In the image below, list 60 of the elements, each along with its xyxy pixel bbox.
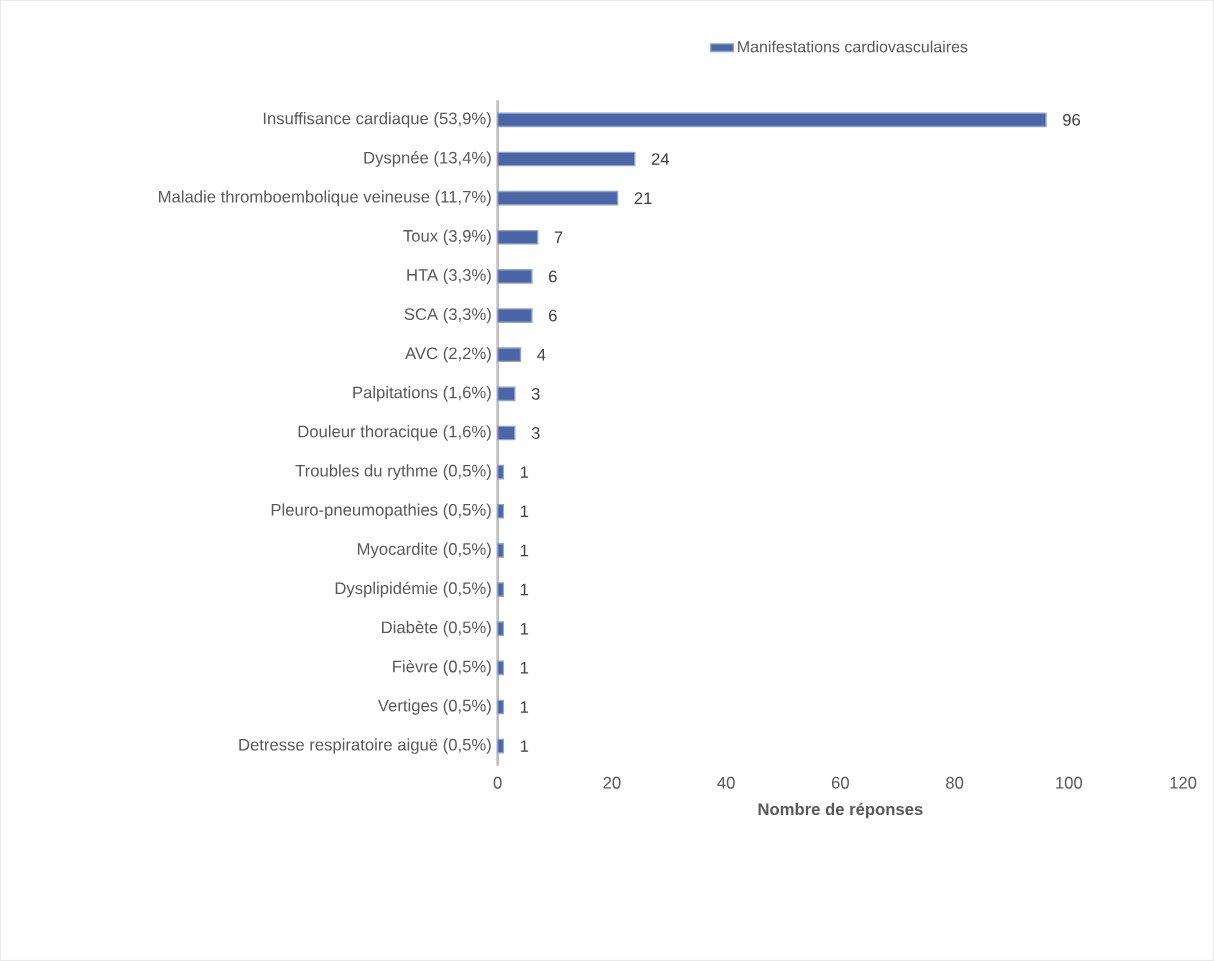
data-label: 96 <box>1063 114 1081 126</box>
y-tick-label: Palpitations (1,6%) <box>353 386 491 402</box>
x-tick-label: 20 <box>603 777 621 789</box>
bar <box>496 269 533 284</box>
data-label: 1 <box>520 544 529 557</box>
data-label: 6 <box>549 270 557 283</box>
x-axis-title: Nombre de réponses <box>758 802 923 819</box>
bar <box>496 347 522 363</box>
data-label: 1 <box>520 584 529 596</box>
y-tick-label: Dysplipidémie (0,5%) <box>335 581 491 598</box>
data-label: 24 <box>651 153 670 165</box>
x-tick-label: 60 <box>831 777 849 789</box>
x-tick-label: 100 <box>1056 777 1083 789</box>
bar <box>496 308 533 324</box>
y-tick-label: Troubles du rythme (0,5%) <box>295 464 491 481</box>
bar <box>496 112 1047 128</box>
y-tick-label: Insuffisance cardiaque (53,9%) <box>263 112 491 128</box>
data-label: 7 <box>554 231 563 244</box>
y-tick-label: Myocardite (0,5%) <box>357 542 491 559</box>
y-tick-label: Toux (3,9%) <box>403 229 491 246</box>
y-tick-label: Fièvre (0,5%) <box>393 660 491 676</box>
data-label: 1 <box>520 466 529 479</box>
y-tick-label: Dyspnée (13,4%) <box>364 151 491 168</box>
data-label: 21 <box>634 192 652 205</box>
data-label: 1 <box>520 505 529 518</box>
data-label: 1 <box>520 662 529 674</box>
x-tick-label: 0 <box>493 777 502 789</box>
bar <box>496 464 505 480</box>
data-label: 1 <box>520 623 529 635</box>
bar <box>496 660 505 676</box>
x-tick-label: 120 <box>1170 777 1197 789</box>
y-tick-label: Detresse respiratoire aiguë (0,5%) <box>239 738 491 755</box>
x-tick-label: 80 <box>946 777 964 789</box>
bar <box>496 543 505 558</box>
bar <box>496 738 505 754</box>
data-label: 3 <box>531 388 540 400</box>
bar <box>496 582 505 598</box>
y-tick-label: AVC (2,2%) <box>405 347 491 363</box>
y-tick-label: HTA (3,3%) <box>407 268 491 285</box>
legend-label: Manifestations cardiovasculaires <box>738 40 968 53</box>
y-tick-label: Pleuro-pneumopathies (0,5%) <box>271 503 491 520</box>
y-tick-label: Diabète (0,5%) <box>382 621 491 637</box>
bar <box>496 190 619 206</box>
data-label: 1 <box>520 701 529 713</box>
y-tick-label: Vertiges (0,5%) <box>377 699 491 715</box>
data-label: 4 <box>537 349 546 361</box>
bar <box>496 699 505 715</box>
y-tick-label: SCA (3,3%) <box>404 307 491 324</box>
data-label: 6 <box>549 309 557 322</box>
x-tick-label: 40 <box>717 777 735 789</box>
bar <box>496 425 516 441</box>
y-tick-label: Maladie thromboembolique veineuse (11,7%) <box>159 190 491 207</box>
data-label: 1 <box>520 740 529 753</box>
y-tick-label: Douleur thoracique (1,6%) <box>298 425 491 441</box>
bar <box>496 230 539 245</box>
bar <box>496 621 505 637</box>
bar <box>496 504 505 519</box>
bar <box>496 151 636 167</box>
data-label: 3 <box>531 427 540 440</box>
bar <box>496 386 516 402</box>
